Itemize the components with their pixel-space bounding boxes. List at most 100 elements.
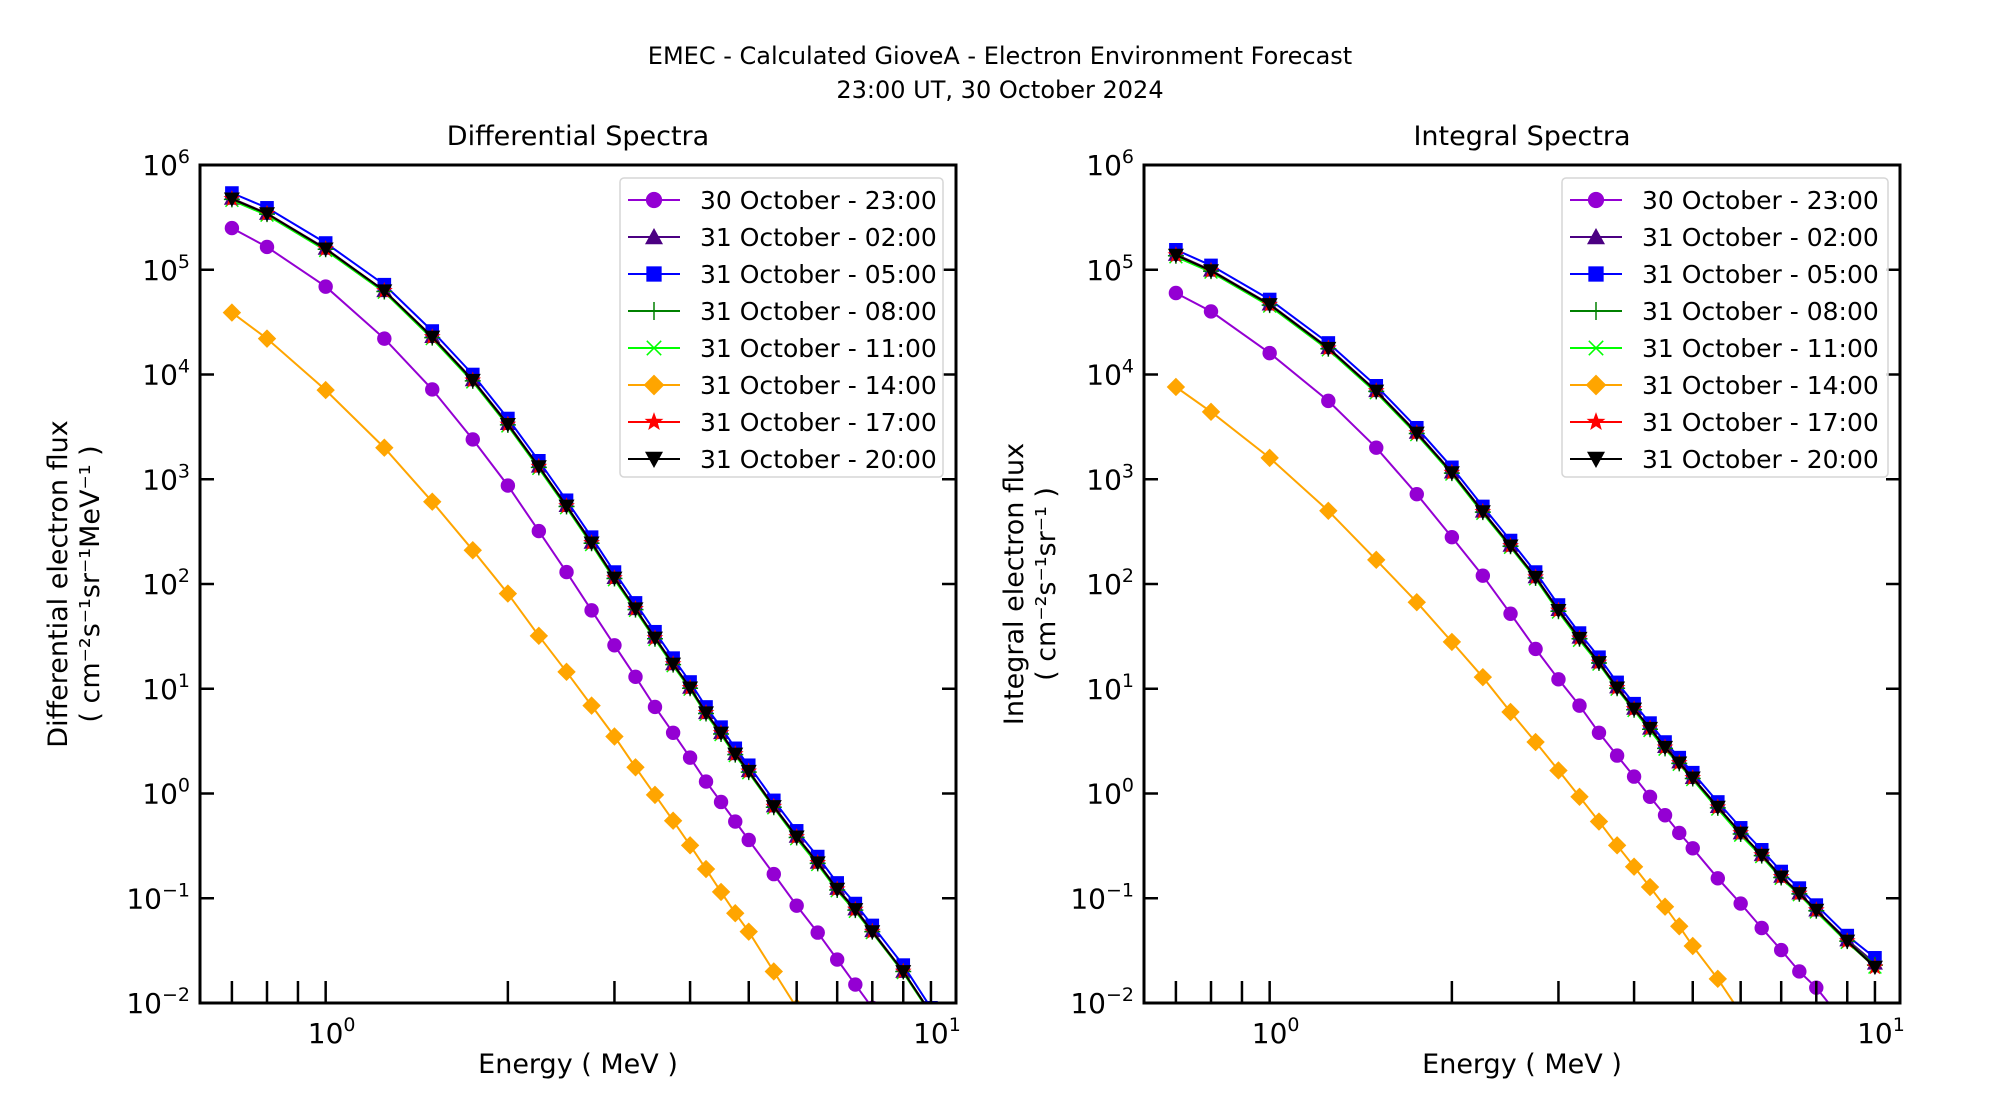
y-tick-label: 106 xyxy=(1086,146,1134,182)
data-point xyxy=(259,207,276,222)
data-point xyxy=(696,859,716,879)
data-point xyxy=(1609,748,1625,763)
data-point xyxy=(1709,800,1726,816)
legend-item: 31 October - 20:00 xyxy=(628,445,937,474)
legend-marker-icon xyxy=(645,302,663,320)
legend-marker-icon xyxy=(645,191,663,209)
data-point xyxy=(1502,539,1519,554)
data-point xyxy=(257,329,277,348)
data-point xyxy=(1501,702,1520,722)
data-point xyxy=(605,727,624,746)
chart-title: Differential Spectra xyxy=(447,121,709,152)
y-tick-label: 103 xyxy=(1086,460,1134,496)
data-point xyxy=(464,373,481,389)
data-point xyxy=(1754,920,1769,936)
y-tick-label: 103 xyxy=(142,460,190,496)
legend: 30 October - 23:00 31 October - 02:00 31 O… xyxy=(619,177,944,478)
data-point xyxy=(1708,969,1727,989)
y-tick-label: 105 xyxy=(142,251,190,287)
legend-marker-icon xyxy=(645,451,663,468)
data-point xyxy=(647,699,663,715)
legend-marker-icon xyxy=(1587,302,1605,320)
y-tick-label: 10−2 xyxy=(126,984,190,1020)
legend-item: 30 October - 23:00 xyxy=(628,186,937,215)
data-point xyxy=(1753,1035,1771,1053)
data-point xyxy=(1731,1004,1749,1022)
data-point xyxy=(646,631,663,647)
data-point xyxy=(1609,681,1626,696)
data-point xyxy=(1670,917,1689,936)
legend-label: 31 October - 14:00 xyxy=(1642,371,1879,400)
legend-item: 31 October - 02:00 xyxy=(628,223,937,252)
legend-item: 30 October - 23:00 xyxy=(1570,186,1879,215)
data-point xyxy=(222,303,242,322)
data-point xyxy=(1710,871,1725,886)
y-tick-label: 102 xyxy=(142,565,190,601)
legend-marker-icon xyxy=(1587,191,1605,209)
y-axis-label: Differential electron flux( cm⁻²s⁻¹sr⁻¹M… xyxy=(43,420,106,747)
x-tick-label: 101 xyxy=(1857,1014,1905,1050)
legend-marker-icon xyxy=(644,412,664,430)
y-tick-label: 10−1 xyxy=(126,879,190,915)
legend-item: 31 October - 14:00 xyxy=(628,371,937,400)
data-point xyxy=(1528,641,1543,657)
data-point xyxy=(895,965,912,980)
legend-item: 31 October - 17:00 xyxy=(1570,408,1879,437)
series-31-october-20-00 xyxy=(1167,248,1883,976)
data-point xyxy=(1443,466,1460,481)
data-point xyxy=(1320,341,1337,357)
data-point xyxy=(1201,402,1221,422)
data-point xyxy=(1549,761,1568,780)
data-point xyxy=(680,836,700,855)
data-point xyxy=(1550,603,1567,619)
data-point xyxy=(1166,377,1186,397)
x-axis-label: Energy ( MeV ) xyxy=(478,1049,678,1080)
data-point xyxy=(1261,298,1278,313)
legend-label: 31 October - 17:00 xyxy=(700,408,937,437)
data-point xyxy=(682,750,698,765)
y-tick-label: 105 xyxy=(1086,251,1134,287)
data-point xyxy=(1753,848,1770,864)
data-point xyxy=(423,492,442,511)
data-point xyxy=(1262,345,1277,361)
y-tick-label: 104 xyxy=(142,356,190,392)
data-point xyxy=(425,382,440,397)
legend-label: 31 October - 20:00 xyxy=(700,445,937,474)
data-point xyxy=(864,925,881,940)
data-point xyxy=(809,856,826,871)
data-point xyxy=(1773,942,1789,958)
data-point xyxy=(606,571,623,587)
data-point xyxy=(1866,960,1883,976)
figure-title-line2: 23:00 UT, 30 October 2024 xyxy=(836,76,1164,104)
data-point xyxy=(1503,606,1518,621)
data-point xyxy=(627,602,644,617)
data-point xyxy=(1527,570,1544,586)
legend-label: 31 October - 05:00 xyxy=(1642,260,1879,289)
legend-label: 31 October - 11:00 xyxy=(700,334,937,363)
y-tick-label: 10−2 xyxy=(1070,984,1134,1020)
data-point xyxy=(1474,505,1491,520)
y-tick-label: 104 xyxy=(1086,356,1134,392)
data-point xyxy=(765,800,782,815)
data-point xyxy=(728,814,743,829)
data-point xyxy=(1526,732,1545,752)
data-point xyxy=(1442,632,1462,652)
x-axis-label: Energy ( MeV ) xyxy=(1422,1049,1622,1080)
data-point xyxy=(500,478,516,493)
series-30-october-23-00 xyxy=(224,220,878,1003)
data-point xyxy=(375,438,394,457)
data-point xyxy=(1733,896,1748,911)
data-point xyxy=(1167,248,1184,264)
legend-marker-icon xyxy=(646,266,662,282)
data-point xyxy=(1839,934,1856,950)
data-point xyxy=(739,922,758,941)
data-point xyxy=(665,725,681,740)
legend-box xyxy=(1561,177,1889,478)
data-point xyxy=(557,662,576,682)
legend-item: 31 October - 20:00 xyxy=(1570,445,1879,474)
data-point xyxy=(1671,756,1688,771)
legend-item: 31 October - 17:00 xyxy=(628,408,937,437)
data-point xyxy=(316,380,335,400)
data-point xyxy=(828,1067,846,1085)
legend-item: 31 October - 11:00 xyxy=(628,334,937,363)
